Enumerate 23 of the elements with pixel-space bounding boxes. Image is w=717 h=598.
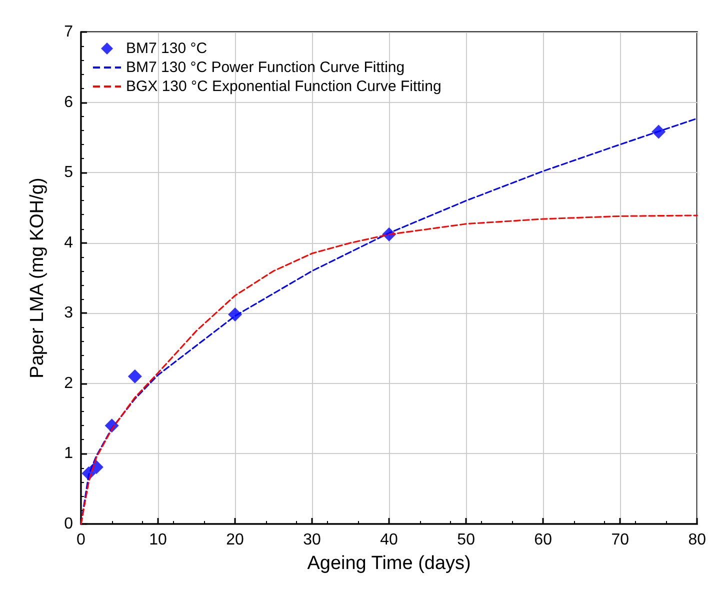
y-axis-title: Paper LMA (mg KOH/g) bbox=[27, 178, 48, 378]
x-tick-label: 0 bbox=[76, 532, 86, 548]
y-tick-label: 3 bbox=[64, 304, 74, 322]
x-tick-label: 50 bbox=[457, 532, 476, 548]
y-tick-label: 5 bbox=[64, 164, 74, 182]
x-tick-label: 20 bbox=[226, 532, 244, 548]
y-tick-label: 0 bbox=[64, 516, 74, 532]
y-tick-label: 6 bbox=[64, 94, 74, 111]
x-tick-label: 40 bbox=[380, 532, 398, 548]
legend-label: BGX 130 °C Exponential Function Curve Fitting bbox=[126, 78, 442, 95]
x-tick-label: 80 bbox=[688, 532, 706, 548]
x-tick-label: 60 bbox=[534, 532, 552, 548]
legend-label: BM7 130 °C bbox=[126, 40, 208, 57]
y-tick-label: 7 bbox=[64, 24, 74, 40]
y-tick-label: 1 bbox=[64, 445, 74, 462]
x-tick-label: 30 bbox=[303, 532, 322, 548]
y-tick-label: 4 bbox=[64, 234, 74, 252]
x-axis-title: Ageing Time (days) bbox=[307, 553, 471, 574]
x-tick-label: 10 bbox=[149, 532, 168, 548]
x-tick-label: 70 bbox=[611, 532, 630, 548]
point bbox=[128, 369, 142, 384]
y-tick-label: 2 bbox=[64, 374, 74, 392]
legend-label: BM7 130 °C Power Function Curve Fitting bbox=[126, 59, 405, 76]
